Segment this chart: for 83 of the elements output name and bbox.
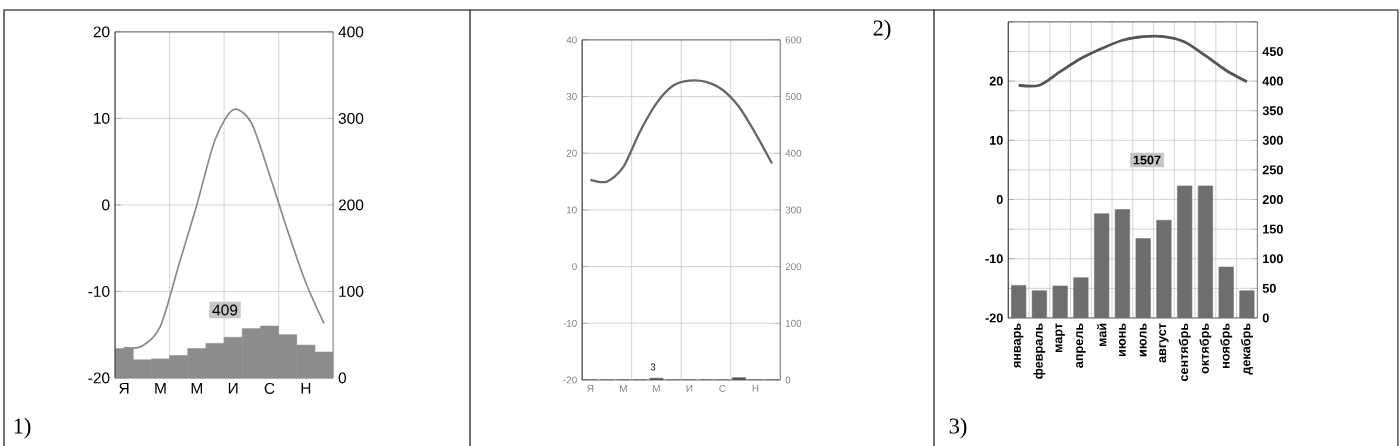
bar [1073,277,1089,318]
x-tick-label: М [653,384,660,392]
y2-tick-label: 250 [1262,165,1283,175]
x-tick-label: Н [301,382,311,394]
x-tick-label: апрель [1076,323,1086,368]
y2-tick-label: 100 [785,319,802,327]
bar [1114,209,1130,318]
y2-tick-label: 400 [1262,76,1283,86]
y2-tick-label: 200 [785,263,802,271]
x-tick-label: март [1055,323,1065,353]
bar [1052,285,1068,318]
x-tick-label: февраль [1033,323,1046,379]
x-tick-label: И [686,384,693,392]
y-tick-label: -10 [88,285,110,297]
y2-tick-label: 500 [785,93,802,101]
x-tick-label: ноябрь [1220,323,1233,368]
annotation: 409 [212,304,238,316]
x-tick-label: И [228,382,238,394]
y-tick-label: 10 [990,135,1003,145]
y-tick-label: 20 [989,76,1003,86]
x-tick-label: Я [587,384,594,392]
line-series [1017,34,1249,88]
y2-tick-label: 100 [1263,254,1283,264]
y2-tick-label: 350 [1262,106,1283,116]
y-tick-label: 0 [996,195,1003,205]
annotation: 1507 [1133,155,1161,165]
y2-tick-label: 100 [339,285,364,297]
y2-tick-label: 150 [1263,224,1283,234]
y2-tick-label: 450 [1262,47,1283,56]
bar [1218,266,1234,318]
x-tick-label: июль [1139,323,1147,357]
y-tick-label: -10 [985,254,1003,264]
y-tick-label: 10 [566,206,577,214]
y2-tick-label: 300 [1262,135,1283,145]
y2-tick-label: 600 [785,36,802,44]
y2-tick-label: 400 [785,149,802,157]
y2-tick-label: 300 [338,112,364,124]
y-tick-label: 30 [566,93,577,101]
bar [1177,185,1193,318]
x-tick-label: С [264,382,275,394]
x-tick-label: январь [1013,323,1024,369]
y2-tick-label: 300 [785,206,802,214]
y-tick-label: 20 [93,26,110,38]
y2-tick-label: 0 [338,372,347,384]
y2-tick-label: 200 [338,199,364,211]
y2-tick-label: 50 [1262,283,1276,293]
y-tick-label: 20 [566,149,577,157]
y-tick-label: -10 [563,319,577,327]
y-tick-label: -20 [563,376,577,384]
x-tick-label: М [191,382,202,394]
x-tick-label: сентябрь [1178,323,1191,382]
x-tick-label: август [1159,323,1169,363]
x-tick-label: декабрь [1240,323,1253,375]
y2-tick-label: 0 [1262,313,1269,323]
x-tick-label: октябрь [1199,323,1212,374]
y-tick-label: 10 [94,112,110,124]
x-tick-label: М [155,382,166,394]
annotation: 3 [650,363,656,371]
text: 2) [873,19,891,41]
y2-tick-label: 200 [1262,195,1283,205]
text: 1) [14,417,31,439]
y2-tick-label: 0 [785,376,791,384]
bar [1094,213,1110,318]
bar [1011,285,1027,318]
bar [1197,185,1213,318]
bar [1135,238,1151,318]
x-tick-label: июнь [1118,323,1126,357]
bar [1239,290,1255,318]
y-tick-label: -20 [985,313,1003,323]
bar [1031,290,1047,318]
y-tick-label: 40 [566,36,577,44]
x-tick-label: М [620,384,627,392]
y2-tick-label: 400 [338,26,364,38]
text: 3) [949,417,967,439]
line-series [589,79,774,184]
y-tick-label: 0 [102,199,110,211]
x-tick-label: май [1096,323,1107,347]
y-tick-label: -20 [88,372,110,384]
x-tick-label: Я [119,382,129,394]
x-tick-label: С [719,384,726,392]
y-tick-label: 0 [572,263,577,271]
bar [1156,219,1172,318]
x-tick-label: Н [752,384,759,392]
